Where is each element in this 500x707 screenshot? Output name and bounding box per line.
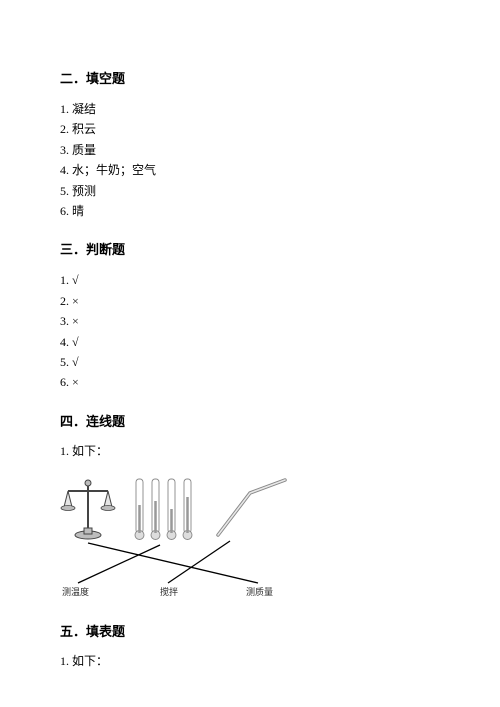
- judge-answer: 3. ×: [60, 311, 440, 331]
- fill-blank-answer: 2. 积云: [60, 119, 440, 139]
- judge-answer: 2. ×: [60, 291, 440, 311]
- glass-rod-icon: [218, 480, 285, 535]
- fill-blank-answer: 3. 质量: [60, 140, 440, 160]
- judge-answer: 6. ×: [60, 372, 440, 392]
- judge-answer: 5. √: [60, 352, 440, 372]
- fill-blank-answer: 1. 凝结: [60, 99, 440, 119]
- fill-blank-answer: 6. 晴: [60, 201, 440, 221]
- matching-diagram: 测温度 搅拌 测质量: [60, 473, 290, 603]
- fill-blank-answer: 4. 水；牛奶；空气: [60, 160, 440, 180]
- balance-scale-icon: [61, 480, 115, 539]
- section-4-title: 四．连线题: [60, 411, 440, 430]
- judge-answer: 4. √: [60, 332, 440, 352]
- section-5-title: 五．填表题: [60, 621, 440, 640]
- section-3-title: 三．判断题: [60, 239, 440, 258]
- judge-answer: 1. √: [60, 270, 440, 290]
- section-4-subtitle: 1. 如下：: [60, 442, 440, 459]
- label-temperature: 测温度: [62, 585, 89, 598]
- section-5-subtitle: 1. 如下：: [60, 652, 440, 669]
- label-mass: 测质量: [246, 585, 273, 598]
- section-2-title: 二．填空题: [60, 68, 440, 87]
- section-2-answers: 1. 凝结 2. 积云 3. 质量 4. 水；牛奶；空气 5. 预测 6. 晴: [60, 99, 440, 221]
- section-3-answers: 1. √ 2. × 3. × 4. √ 5. √ 6. ×: [60, 270, 440, 392]
- label-stir: 搅拌: [160, 585, 178, 598]
- matching-diagram-svg: [60, 473, 290, 603]
- connection-lines: [78, 541, 258, 583]
- thermometer-icon: [135, 479, 192, 540]
- fill-blank-answer: 5. 预测: [60, 181, 440, 201]
